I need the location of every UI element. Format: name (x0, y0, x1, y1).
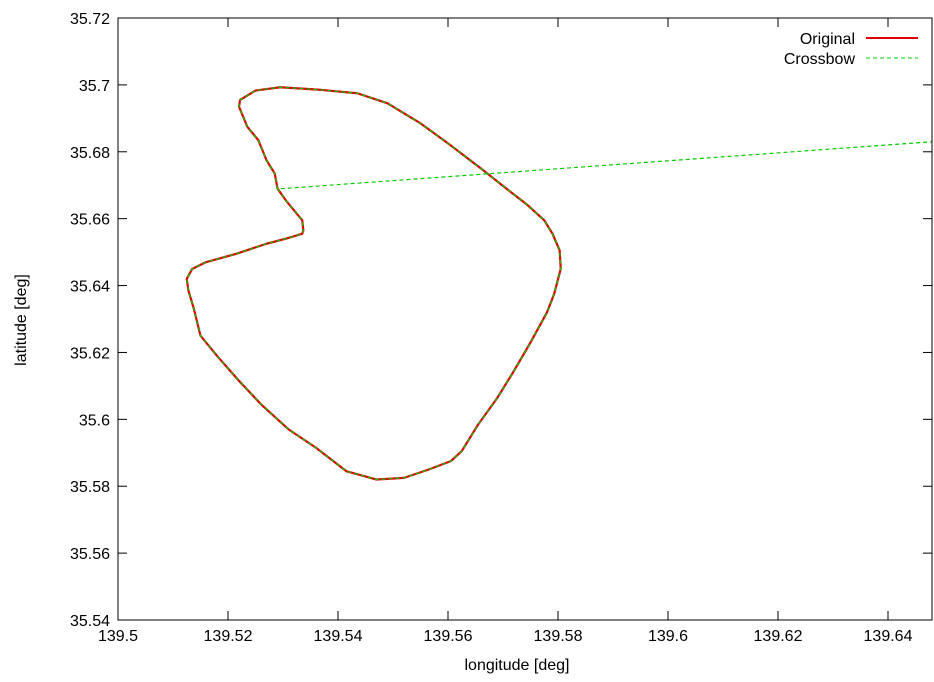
legend-label-crossbow: Crossbow (784, 51, 856, 68)
x-tick-label: 139.58 (534, 628, 583, 645)
ticks-layer (117, 17, 932, 621)
x-tick-label: 139.54 (314, 628, 363, 645)
y-tick-label: 35.68 (70, 145, 110, 162)
x-axis-label: longitude [deg] (465, 657, 570, 674)
x-tick-label: 139.6 (648, 628, 688, 645)
y-tick-label: 35.6 (79, 412, 110, 429)
x-tick-label: 139.56 (424, 628, 473, 645)
y-tick-label: 35.58 (70, 479, 110, 496)
series-layer (185, 86, 932, 481)
plot-frame (117, 17, 933, 621)
y-tick-label: 35.62 (70, 345, 110, 362)
x-tick-label: 139.5 (98, 628, 138, 645)
tick-labels-layer: 139.5 139.52 139.54 139.56 139.58 139.6 139.62… (70, 11, 913, 645)
y-tick-label: 35.7 (79, 78, 110, 95)
y-tick-label: 35.66 (70, 212, 110, 229)
y-tick-label: 35.56 (70, 546, 110, 563)
legend: Original Crossbow (784, 31, 918, 68)
y-tick-label: 35.64 (70, 279, 110, 296)
y-tick-label: 35.54 (70, 613, 110, 630)
y-axis-label: latitude [deg] (13, 274, 30, 366)
y-tick-label: 35.72 (70, 11, 110, 28)
series-line-original (185, 86, 562, 481)
x-tick-label: 139.62 (754, 628, 803, 645)
series-line-crossbow (186, 86, 932, 481)
x-tick-label: 139.52 (204, 628, 253, 645)
x-tick-label: 139.64 (864, 628, 913, 645)
legend-label-original: Original (800, 31, 855, 48)
